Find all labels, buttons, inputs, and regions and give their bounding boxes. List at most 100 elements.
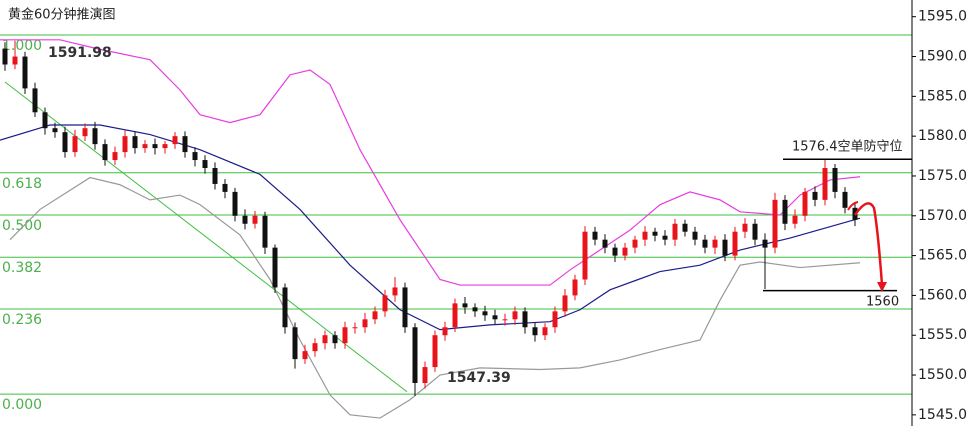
candle-body [152,144,158,149]
candle-body [702,239,708,248]
candle-body [332,335,338,344]
candle-body [252,215,258,224]
candle-body [52,128,58,133]
candle-body [622,247,628,256]
candle-body [72,136,78,153]
candle-body [762,239,768,248]
candle-body [642,231,648,240]
y-tick-label: 1590.0 [918,49,967,65]
candle-body [542,327,548,336]
candle-body [432,335,438,368]
candle-body [582,231,588,280]
candle-body [282,287,288,328]
candle-body [352,327,358,329]
y-tick-label: 1550.0 [918,367,967,383]
fib-label: 1.000 [2,38,42,54]
fib-label: 0.500 [2,218,42,234]
band-line [0,39,861,286]
candle-body [752,223,758,240]
candle-body [172,136,178,145]
candle-body [202,160,208,169]
candle-body [742,223,748,232]
candle-body [452,303,458,328]
candle-body [492,315,498,320]
candle-body [422,367,428,384]
fib-label: 0.000 [2,397,42,413]
fib-label: 0.382 [2,260,42,276]
candle-body [552,311,558,328]
candle-body [232,191,238,216]
candle-body [302,351,308,360]
candle-body [592,231,598,240]
y-tick-label: 1570.0 [918,208,967,224]
fib-label: 0.236 [2,312,42,328]
candle-body [132,136,138,149]
candle-body [502,319,508,321]
candle-body [182,136,188,153]
arrow-head [877,282,887,292]
candle-body [292,327,298,360]
annotation: 1560 [866,295,899,310]
candle-body [272,247,278,288]
candle-body [362,319,368,328]
annotation: 1591.98 [48,45,112,61]
candle-body [802,191,808,216]
candle-body [562,295,568,312]
y-tick-label: 1560.0 [918,287,967,303]
candle-body [142,144,148,149]
candle-body [122,136,128,153]
y-tick-label: 1580.0 [918,128,967,144]
candle-body [222,183,228,192]
candle-body [82,128,88,137]
chart-title: 黄金60分钟推演图 [8,7,116,23]
plot-area: 1545.0 1550.0 1555.0 1560.0 1565.0 1570.0 1575… [0,9,967,423]
candle-body [442,327,448,336]
candle-body [572,279,578,296]
y-tick-label: 1545.0 [918,407,967,423]
band-line [9,176,861,419]
candle-body [522,311,528,328]
arrow-small [847,201,859,211]
trend-line [4,81,408,393]
candle-body [682,223,688,232]
candle-body [612,247,618,256]
candle-body [92,128,98,145]
candle-body [832,168,838,192]
fib-label: 0.618 [2,176,42,192]
candle-body [192,152,198,161]
candle-body [842,191,848,208]
annotation: 1576.4空单防守位 [792,139,903,155]
candle-body [782,199,788,224]
annotation: 1547.39 [447,370,511,386]
candle-body [22,56,28,89]
candle-body [2,48,8,65]
candle-body [662,235,668,240]
candle-body [602,239,608,248]
candle-body [382,295,388,312]
candle-body [672,223,678,240]
candle-body [372,311,378,320]
y-tick-label: 1555.0 [918,327,967,343]
y-tick-label: 1575.0 [918,168,967,184]
candle-body [722,239,728,256]
candle-body [772,199,778,248]
candle-body [312,343,318,352]
candle-body [162,144,168,149]
candle-body [482,311,488,316]
candle-body [652,231,658,236]
candle-body [792,215,798,224]
candle-body [62,132,68,153]
candle-body [532,327,538,336]
y-tick-label: 1585.0 [918,88,967,104]
forecast-arrow [853,202,884,286]
candle-body [632,239,638,248]
candle-body [402,287,408,328]
candle-body [42,112,48,129]
candle-body [212,168,218,184]
candle-body [342,327,348,344]
candle-body [822,168,828,200]
candle-body [392,287,398,296]
candle-body [472,307,478,312]
candle-body [102,144,108,161]
